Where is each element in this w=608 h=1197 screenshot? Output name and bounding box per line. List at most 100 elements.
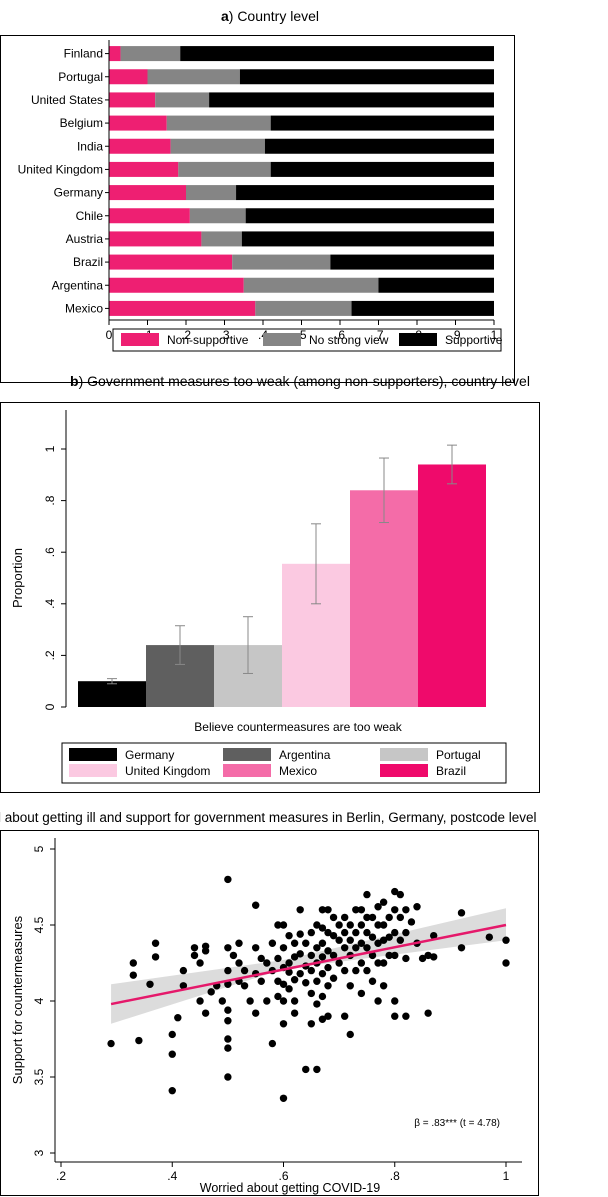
x-axis-label: Worried about getting COVID-19 bbox=[200, 1181, 380, 1195]
y-axis-label: Proportion bbox=[10, 548, 25, 608]
data-point-76 bbox=[302, 979, 310, 987]
regression-annotation: β = .83*** (t = 4.78) bbox=[414, 1118, 500, 1129]
data-point-118 bbox=[346, 1030, 354, 1039]
data-point-171 bbox=[457, 909, 466, 917]
data-point-36 bbox=[240, 966, 249, 975]
data-point-156 bbox=[396, 890, 405, 899]
x-tick-label: 1 bbox=[491, 328, 498, 342]
data-point-45 bbox=[263, 997, 271, 1005]
data-point-89 bbox=[318, 906, 327, 914]
data-point-97 bbox=[324, 928, 332, 937]
bar-austria-no-strong-view bbox=[201, 231, 242, 247]
data-point-58 bbox=[279, 997, 288, 1005]
bar-chile-supportive bbox=[245, 208, 494, 224]
category-label-germany: Germany bbox=[54, 186, 103, 200]
legend-swatch-germany bbox=[69, 748, 117, 761]
legend-label-mexico: Mexico bbox=[279, 764, 317, 778]
bar-brazil-no-strong-view bbox=[232, 254, 331, 270]
data-point-122 bbox=[352, 966, 360, 975]
legend-swatch-supportive bbox=[399, 333, 437, 346]
data-point-98 bbox=[324, 947, 332, 955]
legend-swatch-united-kingdom bbox=[69, 764, 117, 777]
data-point-160 bbox=[402, 928, 410, 937]
bar-germany-non-supportive bbox=[109, 185, 186, 201]
data-point-43 bbox=[257, 954, 265, 963]
data-point-91 bbox=[318, 939, 327, 947]
bar-argentina-no-strong-view bbox=[243, 277, 379, 293]
legend-label-non-supportive: Non-supportive bbox=[167, 333, 249, 347]
category-label-finland: Finland bbox=[64, 47, 103, 61]
bar-united-states-no-strong-view bbox=[155, 92, 210, 108]
data-point-108 bbox=[335, 959, 343, 967]
data-point-130 bbox=[363, 928, 371, 937]
bar-austria-supportive bbox=[241, 231, 494, 247]
data-point-3 bbox=[135, 1036, 143, 1045]
data-point-158 bbox=[396, 936, 405, 944]
data-point-110 bbox=[340, 928, 349, 937]
data-point-87 bbox=[313, 1000, 321, 1008]
data-point-113 bbox=[340, 1012, 349, 1020]
data-point-8 bbox=[168, 1050, 176, 1058]
y-tick-label: 3.5 bbox=[32, 1068, 46, 1085]
legend-swatch-portugal bbox=[380, 748, 428, 761]
legend-label-argentina: Argentina bbox=[279, 748, 331, 762]
bar-belgium-supportive bbox=[270, 115, 494, 131]
data-point-107 bbox=[335, 936, 343, 944]
data-point-126 bbox=[357, 959, 366, 967]
data-point-70 bbox=[296, 906, 304, 914]
data-point-109 bbox=[340, 913, 349, 922]
data-point-90 bbox=[318, 924, 327, 932]
bar-mexico-non-supportive bbox=[109, 300, 256, 316]
data-point-86 bbox=[313, 977, 321, 985]
category-label-belgium: Belgium bbox=[60, 116, 103, 130]
x-tick-label: .8 bbox=[390, 1169, 400, 1183]
bar-india-supportive bbox=[264, 138, 494, 154]
y-tick-label: 4.5 bbox=[32, 916, 46, 933]
data-point-81 bbox=[307, 989, 316, 998]
x-tick-label: .9 bbox=[450, 328, 460, 342]
legend-label-supportive: Supportive bbox=[445, 333, 503, 347]
data-point-55 bbox=[279, 944, 288, 952]
category-label-united-kingdom: United Kingdom bbox=[18, 162, 103, 176]
data-point-19 bbox=[201, 1009, 210, 1017]
data-point-30 bbox=[224, 1044, 232, 1052]
bar-united-states-non-supportive bbox=[109, 92, 156, 108]
legend-swatch-brazil bbox=[380, 764, 428, 777]
data-point-141 bbox=[374, 997, 382, 1005]
data-point-25 bbox=[224, 966, 232, 975]
data-point-28 bbox=[224, 1035, 232, 1043]
data-point-162 bbox=[402, 1012, 410, 1020]
data-point-102 bbox=[329, 913, 338, 922]
data-point-132 bbox=[363, 966, 371, 975]
data-point-1 bbox=[129, 959, 138, 967]
data-point-62 bbox=[285, 959, 293, 967]
data-point-83 bbox=[313, 921, 321, 929]
data-point-94 bbox=[318, 992, 327, 1001]
data-point-23 bbox=[224, 875, 232, 884]
data-point-142 bbox=[379, 898, 388, 906]
data-point-71 bbox=[296, 930, 304, 938]
data-point-64 bbox=[285, 985, 293, 993]
data-point-82 bbox=[307, 1020, 316, 1028]
data-point-16 bbox=[196, 959, 204, 967]
bar-germany-supportive bbox=[236, 185, 495, 201]
data-point-159 bbox=[402, 906, 410, 914]
x-tick-label: 1 bbox=[503, 1169, 510, 1183]
data-point-120 bbox=[352, 928, 360, 937]
panel-b-chart: 0 .2 .4 .6 .8 1 Proportion Believe countermeasu… bbox=[0, 402, 540, 793]
category-label-argentina: Argentina bbox=[52, 278, 104, 292]
data-point-92 bbox=[318, 953, 327, 961]
bar-chile-non-supportive bbox=[109, 208, 190, 224]
data-point-124 bbox=[357, 921, 366, 929]
x-tick-label: .6 bbox=[335, 328, 345, 342]
data-point-112 bbox=[340, 966, 349, 975]
data-point-79 bbox=[307, 951, 316, 960]
y-tick-label: .2 bbox=[43, 650, 57, 660]
category-label-chile: Chile bbox=[76, 209, 104, 223]
data-point-26 bbox=[224, 980, 232, 988]
data-point-74 bbox=[302, 939, 310, 947]
data-point-73 bbox=[296, 969, 304, 978]
bar-mexico-no-strong-view bbox=[255, 300, 352, 316]
legend-box bbox=[61, 742, 507, 784]
